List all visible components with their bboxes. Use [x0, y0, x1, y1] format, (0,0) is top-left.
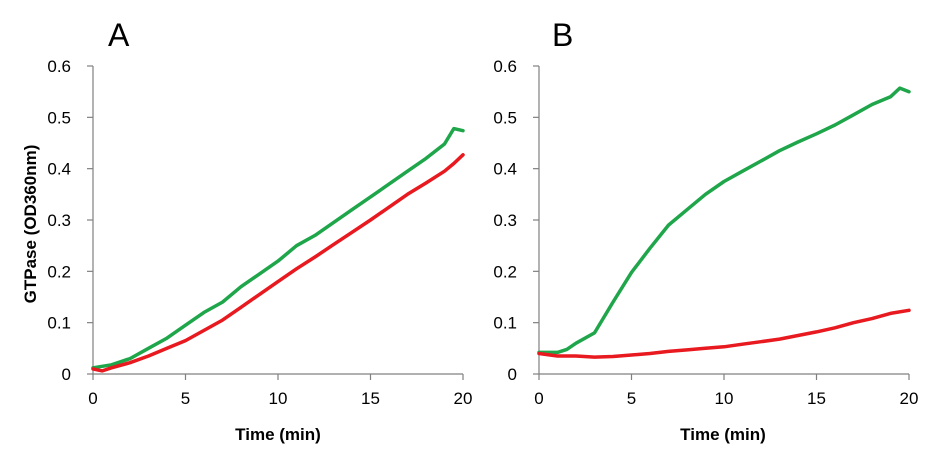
panel-a-y-tick-label: 0.3 — [47, 211, 71, 230]
panel-a-x-tick-label: 10 — [269, 389, 288, 408]
panel-b-y-tick-label: 0.5 — [493, 108, 517, 127]
panel-b-x-tick-label: 5 — [627, 389, 636, 408]
panel-b-label: B — [552, 17, 573, 53]
panel-a-x-tick-label: 0 — [88, 389, 97, 408]
panel-b-y-tick-label: 0.6 — [493, 57, 517, 76]
panel-b-y-tick-label: 0.3 — [493, 211, 517, 230]
panel-b-y-tick-label: 0.1 — [493, 314, 517, 333]
panel-a-y-tick-label: 0.5 — [47, 108, 71, 127]
panel-a-y-axis-title: GTPase (OD360nm) — [21, 145, 40, 304]
panel-b-x-axis-title: Time (min) — [680, 425, 766, 444]
panel-a-label: A — [108, 17, 130, 53]
panel-b-series-line-green — [537, 86, 911, 355]
panel-b-y-tick-label: 0.2 — [493, 262, 517, 281]
panel-a-series-line-red — [91, 153, 465, 373]
panel-a-x-tick-label: 5 — [181, 389, 190, 408]
panel-b-x-tick-label: 15 — [807, 389, 826, 408]
panel-a-y-tick-label: 0.1 — [47, 314, 71, 333]
panel-b-x-tick-label: 20 — [900, 389, 919, 408]
panel-a-series-line-green — [91, 126, 465, 370]
panel-b-y-tick-label: 0.4 — [493, 160, 517, 179]
panel-a-x-axis-title: Time (min) — [235, 425, 321, 444]
panel-a-x-tick-label: 20 — [454, 389, 473, 408]
panel-b: B Time (min) 0 0.1 0.2 0.3 0.4 0.5 0.6 0 5 10 15 20 — [493, 17, 918, 444]
panel-a-y-tick-label: 0 — [62, 365, 71, 384]
panel-b-x-tick-label: 10 — [715, 389, 734, 408]
panel-a: A GTPase (OD360nm) Time (min) 0 0.1 0.2 0.3… — [21, 17, 472, 444]
panel-b-y-tick-label: 0 — [508, 365, 517, 384]
panel-b-series-line-red — [537, 308, 911, 359]
panel-a-y-tick-label: 0.4 — [47, 160, 71, 179]
panel-a-y-tick-label: 0.6 — [47, 57, 71, 76]
panel-a-x-tick-label: 15 — [361, 389, 380, 408]
panel-b-x-tick-label: 0 — [534, 389, 543, 408]
panel-a-y-tick-label: 0.2 — [47, 262, 71, 281]
